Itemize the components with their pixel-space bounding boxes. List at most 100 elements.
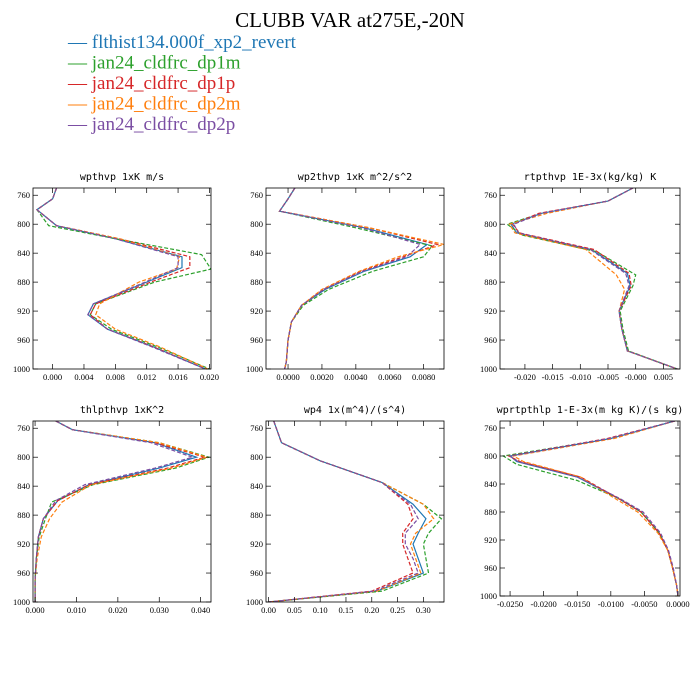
y-tick-label: 800 xyxy=(250,452,263,462)
y-tick-label: 880 xyxy=(17,510,30,520)
series-line-4 xyxy=(268,421,435,602)
x-tick-label: 0.004 xyxy=(74,372,94,382)
panel-title: wpthvp 1xK m/s xyxy=(80,172,164,183)
y-tick-label: 880 xyxy=(484,507,497,517)
x-tick-label: -0.005 xyxy=(597,372,619,382)
y-tick-label: 800 xyxy=(17,219,30,229)
y-tick-label: 1000 xyxy=(13,364,30,374)
series-line-2 xyxy=(268,421,443,602)
x-tick-label: -0.0150 xyxy=(564,599,590,609)
x-tick-label: -0.0050 xyxy=(631,599,657,609)
plot-frame xyxy=(265,420,445,603)
series-line-3 xyxy=(506,421,679,596)
x-tick-label: -0.010 xyxy=(569,372,591,382)
y-tick-label: 840 xyxy=(17,481,30,491)
panel-5: wp4 1x(m^4)/(s^4) 0.00 0.05 0.10 0.15 0.20 0.2… xyxy=(246,405,445,615)
y-tick-label: 960 xyxy=(17,568,30,578)
y-tick-label: 800 xyxy=(484,219,497,229)
series-line-4 xyxy=(35,188,209,369)
plot-frame xyxy=(499,187,681,370)
y-tick-label: 840 xyxy=(484,479,497,489)
panel-title: wp2thvp 1xK m^2/s^2 xyxy=(298,172,412,183)
plot-frame xyxy=(265,187,445,370)
series-line-5 xyxy=(508,421,679,596)
y-tick-label: 920 xyxy=(17,539,30,549)
panels: wpthvp 1xK m/s 0.000 0.004 0.008 0.012 0.016 0… xyxy=(13,172,690,615)
x-tick-label: 0.0020 xyxy=(310,372,333,382)
panel-title: wprtpthlp 1-E-3x(m kg K)/(s kg) xyxy=(497,405,684,416)
series-line-5 xyxy=(513,188,678,369)
y-tick-label: 1000 xyxy=(480,591,497,601)
x-tick-label: -0.0100 xyxy=(598,599,624,609)
y-tick-label: 800 xyxy=(17,452,30,462)
x-tick-label: 0.016 xyxy=(169,372,188,382)
x-tick-label: 0.000 xyxy=(26,605,45,615)
y-tick-label: 760 xyxy=(17,423,30,433)
y-tick-label: 920 xyxy=(250,306,263,316)
legend-entry: — jan24_cldfrc_dp1p xyxy=(67,73,235,94)
series-line-3 xyxy=(35,188,206,369)
x-tick-label: -0.0250 xyxy=(497,599,523,609)
y-tick-label: 920 xyxy=(484,535,497,545)
series-line-1 xyxy=(510,188,678,369)
series-line-5 xyxy=(268,421,419,602)
x-tick-label: 0.30 xyxy=(416,605,431,615)
y-tick-label: 840 xyxy=(484,248,497,258)
panel-2: wp2thvp 1xK m^2/s^2 0.0000 0.0020 0.0040 0.0… xyxy=(246,172,445,382)
plot-frame xyxy=(32,420,212,603)
y-tick-label: 920 xyxy=(250,539,263,549)
y-tick-label: 880 xyxy=(17,277,30,287)
x-tick-label: 0.040 xyxy=(191,605,210,615)
panel-4: thlpthvp 1xK^2 0.000 0.010 0.020 0.030 0.040 7… xyxy=(13,405,212,615)
y-tick-label: 960 xyxy=(484,335,497,345)
legend-entry: — jan24_cldfrc_dp2m xyxy=(67,94,241,115)
series-line-5 xyxy=(35,188,206,369)
x-tick-label: 0.0000 xyxy=(666,599,689,609)
series-line-5 xyxy=(34,421,195,602)
y-tick-label: 1000 xyxy=(480,364,497,374)
x-tick-label: -0.000 xyxy=(625,372,647,382)
y-tick-label: 840 xyxy=(17,248,30,258)
x-tick-label: 0.0060 xyxy=(378,372,401,382)
series-line-3 xyxy=(34,421,207,602)
series-line-5 xyxy=(278,188,422,369)
x-tick-label: -0.020 xyxy=(514,372,536,382)
legend-entry: — jan24_cldfrc_dp2p xyxy=(67,114,235,135)
figure-title: CLUBB VAR at275E,-20N xyxy=(235,8,465,32)
y-tick-label: 840 xyxy=(250,481,263,491)
y-tick-label: 880 xyxy=(250,277,263,287)
y-tick-label: 880 xyxy=(250,510,263,520)
series-line-4 xyxy=(34,421,209,602)
x-tick-label: 0.012 xyxy=(137,372,156,382)
x-tick-label: 0.020 xyxy=(200,372,219,382)
y-tick-label: 920 xyxy=(484,306,497,316)
series-line-2 xyxy=(34,421,211,602)
panel-title: thlpthvp 1xK^2 xyxy=(80,405,164,416)
y-tick-label: 760 xyxy=(250,423,263,433)
x-tick-label: -0.0200 xyxy=(531,599,557,609)
series-line-2 xyxy=(505,188,678,369)
panel-3: rtpthvp 1E-3x(kg/kg) K -0.020 -0.015 -0.010… xyxy=(480,172,681,382)
series-line-1 xyxy=(508,421,679,596)
y-tick-label: 760 xyxy=(484,190,497,200)
y-tick-label: 920 xyxy=(17,306,30,316)
x-tick-label: 0.030 xyxy=(150,605,169,615)
series-line-1 xyxy=(35,188,206,369)
legend: — flthist134.000f_xp2_revert— jan24_cldf… xyxy=(67,32,297,135)
x-tick-label: 0.0000 xyxy=(276,372,299,382)
x-tick-label: 0.020 xyxy=(108,605,127,615)
y-tick-label: 760 xyxy=(250,190,263,200)
y-tick-label: 960 xyxy=(250,335,263,345)
series-line-4 xyxy=(278,188,444,369)
x-tick-label: 0.0080 xyxy=(412,372,435,382)
series-line-2 xyxy=(501,421,679,596)
series-line-2 xyxy=(36,188,211,369)
y-tick-label: 960 xyxy=(17,335,30,345)
x-tick-label: 0.000 xyxy=(43,372,62,382)
series-line-4 xyxy=(511,421,679,596)
x-tick-label: 0.10 xyxy=(313,605,328,615)
y-tick-label: 840 xyxy=(250,248,263,258)
x-tick-label: 0.20 xyxy=(364,605,379,615)
y-tick-label: 880 xyxy=(484,277,497,287)
